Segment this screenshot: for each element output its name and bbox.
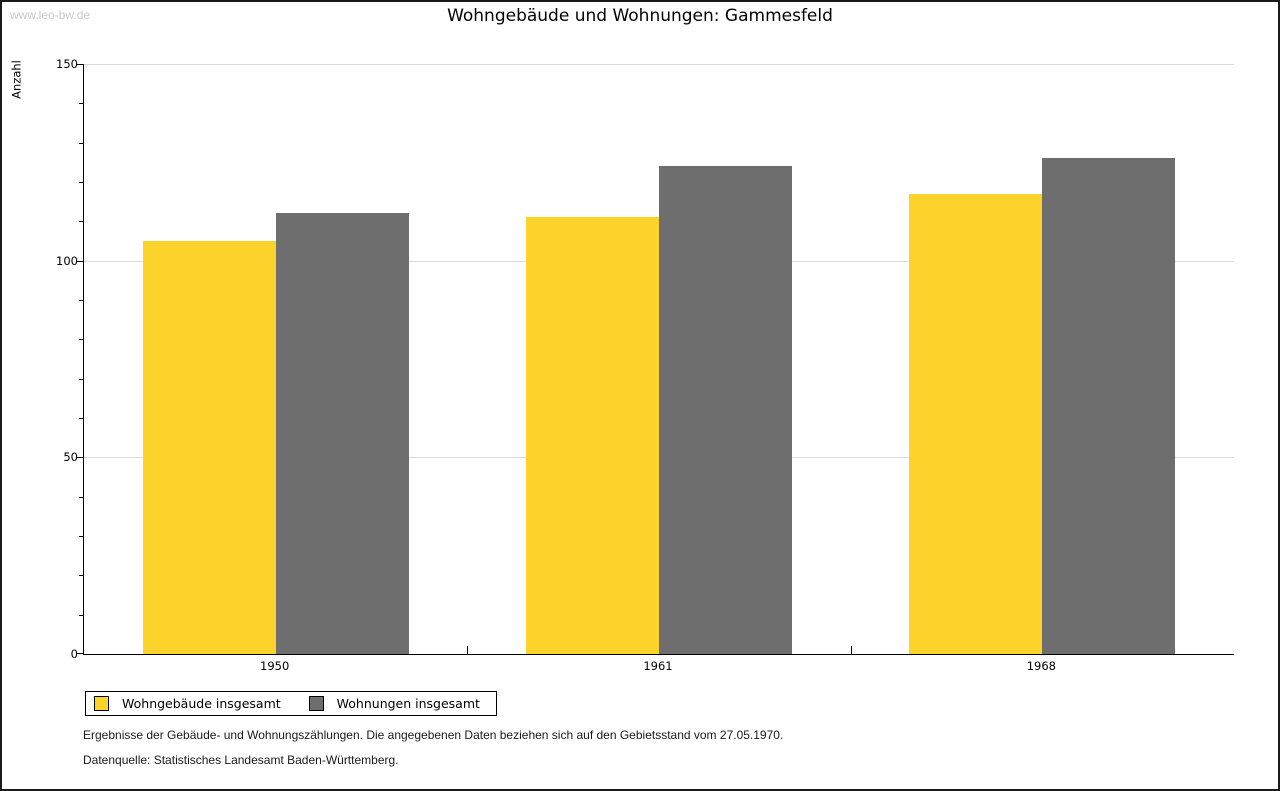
legend: Wohngebäude insgesamt Wohnungen insgesam… bbox=[85, 691, 497, 716]
y-minor-tick-110 bbox=[79, 221, 83, 223]
y-minor-tick-130 bbox=[79, 142, 83, 144]
y-axis-tick-labels: 0 50 100 150 bbox=[36, 57, 78, 661]
y-minor-tick-140 bbox=[79, 103, 83, 105]
y-minor-tick-30 bbox=[79, 536, 83, 537]
y-major-tick-50 bbox=[77, 457, 83, 459]
bar-wohngebaeude-1950 bbox=[143, 241, 276, 654]
legend-item-wohnungen: Wohnungen insgesamt bbox=[308, 696, 480, 711]
x-tick-label-1950: 1950 bbox=[260, 659, 290, 673]
y-tick-label-150: 150 bbox=[56, 57, 78, 71]
legend-label-wohngebaeude: Wohngebäude insgesamt bbox=[122, 696, 281, 711]
y-minor-tick-60 bbox=[79, 418, 83, 419]
y-minor-tick-70 bbox=[79, 378, 83, 380]
y-minor-tick-120 bbox=[79, 182, 83, 183]
gridline-150 bbox=[84, 64, 1234, 65]
x-boundary-tick-1 bbox=[467, 646, 468, 654]
y-tick-label-100: 100 bbox=[56, 253, 78, 268]
bar-wohnungen-1968 bbox=[1042, 158, 1175, 654]
y-minor-tick-80 bbox=[79, 339, 83, 341]
bar-wohnungen-1950 bbox=[276, 213, 409, 654]
footnote-line-1: Ergebnisse der Gebäude- und Wohnungszähl… bbox=[83, 728, 784, 742]
y-minor-tick-40 bbox=[79, 496, 83, 498]
legend-swatch-wohnungen-icon bbox=[308, 696, 324, 711]
y-tick-label-0: 0 bbox=[70, 647, 78, 661]
y-major-tick-100 bbox=[77, 260, 83, 262]
footnote-line-2: Datenquelle: Statistisches Landesamt Bad… bbox=[83, 753, 399, 767]
y-major-tick-0 bbox=[77, 653, 83, 654]
legend-item-wohngebaeude: Wohngebäude insgesamt bbox=[94, 696, 281, 711]
x-tick-label-1968: 1968 bbox=[1026, 659, 1056, 673]
y-minor-tick-10 bbox=[79, 614, 83, 616]
x-axis-tick-labels: 1950 1961 1968 bbox=[83, 659, 1233, 675]
y-minor-tick-20 bbox=[79, 575, 83, 577]
bar-wohngebaeude-1961 bbox=[526, 217, 659, 654]
y-axis-title: Anzahl bbox=[9, 60, 24, 99]
plot-area bbox=[77, 64, 1234, 655]
bar-wohngebaeude-1968 bbox=[909, 194, 1042, 654]
x-tick-label-1961: 1961 bbox=[643, 659, 673, 673]
legend-swatch-wohngebaeude-icon bbox=[94, 696, 109, 711]
page-title: Wohngebäude und Wohnungen: Gammesfeld bbox=[447, 6, 833, 26]
bar-wohnungen-1961 bbox=[659, 166, 792, 654]
y-tick-label-50: 50 bbox=[63, 450, 78, 465]
y-minor-tick-90 bbox=[79, 300, 83, 301]
site-watermark: www.leo-bw.de bbox=[10, 8, 91, 22]
x-boundary-tick-2 bbox=[851, 646, 852, 654]
legend-label-wohnungen: Wohnungen insgesamt bbox=[336, 696, 480, 711]
y-major-tick-150 bbox=[77, 64, 83, 65]
